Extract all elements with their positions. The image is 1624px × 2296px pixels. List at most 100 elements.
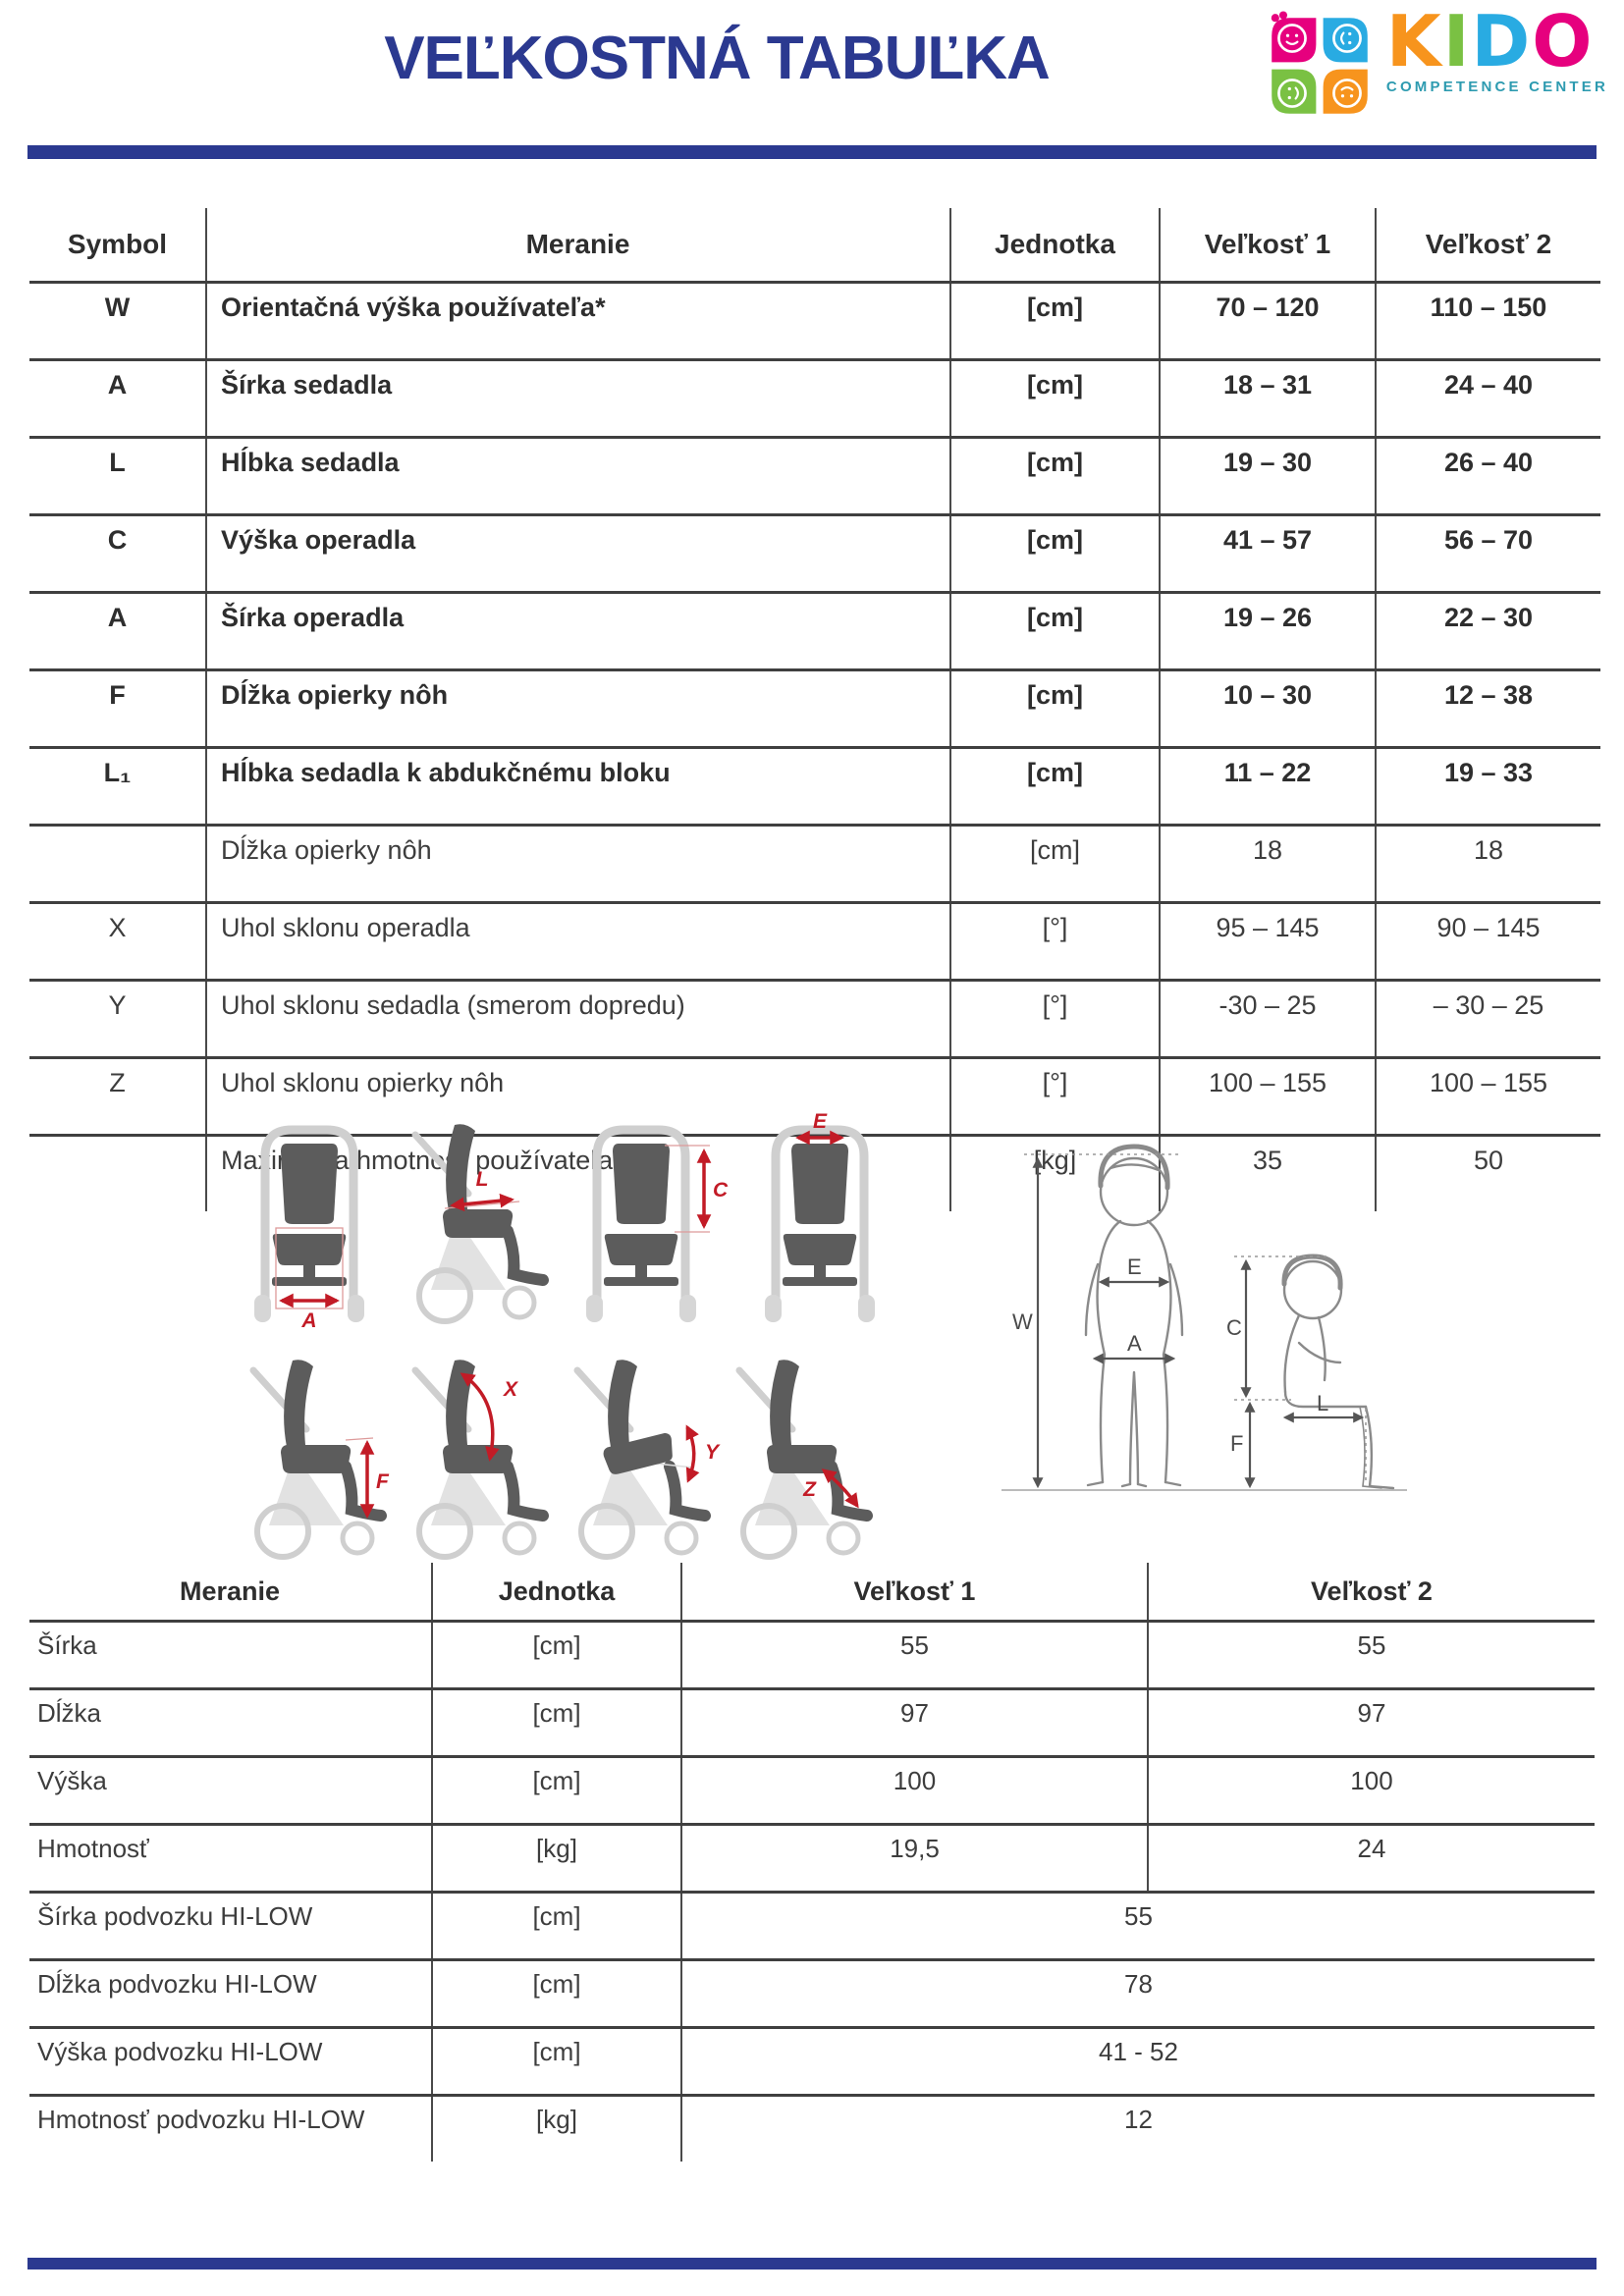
cell-meranie: Hmotnosť podvozku HI-LOW [29,2094,433,2162]
cell-v2: 18 [1376,824,1600,903]
cell-v2: 100 – 155 [1376,1056,1600,1136]
cell-v2: 24 [1148,1823,1595,1893]
dim-label-L: L [476,1168,489,1191]
cell-v1: 19 – 30 [1160,436,1377,515]
dim-label-W: W [1012,1309,1033,1334]
cell-jednotka: [cm] [432,1755,682,1825]
cell-jednotka: [cm] [432,2026,682,2096]
col-meranie: Meranie [206,208,951,283]
table-row: A Šírka operadla [cm] 19 – 26 22 – 30 [29,591,1600,670]
dim-label-X: X [503,1378,519,1401]
cell-symbol: L [29,436,207,515]
cell-symbol [29,1134,207,1211]
table-row: W Orientačná výška používateľa* [cm] 70 – 1… [29,281,1600,360]
cell-jednotka: [cm] [950,281,1161,360]
cell-v1: 11 – 22 [1160,746,1377,826]
backrest-width-diagram: E [765,1110,875,1322]
dim-label-Y: Y [705,1441,721,1464]
table-row: Y Uhol sklonu sedadla (smerom dopredu) [°]… [29,979,1600,1058]
cell-v2: 50 [1376,1134,1600,1211]
cell-meranie: Hĺbka sedadla k abdukčnému bloku [206,746,951,826]
cell-v1: 100 – 155 [1160,1056,1377,1136]
product-dimensions-table: Meranie Jednotka Veľkosť 1 Veľkosť 2 Šír… [29,1563,1595,2162]
footer-divider [27,2258,1597,2269]
table-row: Dĺžka podvozku HI-LOW [cm] 78 [29,1958,1595,2028]
cell-meranie: Dĺžka opierky nôh [206,824,951,903]
cell-meranie: Výška operadla [206,513,951,593]
seat-width-diagram: A [254,1130,364,1332]
seat-depth-diagram: L [415,1124,543,1321]
cell-v2: 12 – 38 [1376,668,1600,748]
standing-child-figure [1084,1144,1184,1488]
cell-v1: 19,5 [681,1823,1149,1893]
cell-meranie: Orientačná výška používateľa* [206,281,951,360]
table-row: Z Uhol sklonu opierky nôh [°] 100 – 155 100 … [29,1056,1600,1136]
dim-label-A: A [1127,1331,1142,1356]
cell-jednotka: [cm] [950,436,1161,515]
cell-jednotka: [°] [950,1056,1161,1136]
cell-v2: 56 – 70 [1376,513,1600,593]
col-velkost2: Veľkosť 2 [1425,229,1552,259]
cell-meranie: Výška [29,1755,433,1825]
logo-letter: K [1385,0,1443,82]
kido-logo-text: KIDO COMPETENCE CENTER [1385,6,1608,96]
table-row: Hmotnosť [kg] 19,5 24 [29,1823,1595,1893]
table-row: X Uhol sklonu operadla [°] 95 – 145 90 – 145 [29,901,1600,981]
cell-symbol: A [29,358,207,438]
logo-letter: D [1471,0,1533,82]
header-divider [27,145,1597,159]
cell-v1: 10 – 30 [1160,668,1377,748]
cell-meranie: Šírka [29,1620,433,1689]
cell-v2: 100 [1148,1755,1595,1825]
col-jednotka: Jednotka [950,208,1161,283]
cell-v2: 110 – 150 [1376,281,1600,360]
table-row: L₁ Hĺbka sedadla k abdukčnému bloku [cm] 11… [29,746,1600,826]
cell-jednotka: [cm] [950,513,1161,593]
chair-dimension-diagrams: A L C E F X [211,1110,898,1569]
table-row: A Šírka sedadla [cm] 18 – 31 24 – 40 [29,358,1600,438]
cell-v1: 97 [681,1687,1149,1757]
cell-v1: -30 – 25 [1160,979,1377,1058]
dim-label-C: C [1226,1315,1242,1340]
cell-v1: 19 – 26 [1160,591,1377,670]
col-velkost2: Veľkosť 2 [1311,1575,1433,1606]
cell-v2: – 30 – 25 [1376,979,1600,1058]
table-row: Šírka podvozku HI-LOW [cm] 55 [29,1891,1595,1960]
cell-meranie: Hĺbka sedadla [206,436,951,515]
cell-symbol: X [29,901,207,981]
cell-v2: 22 – 30 [1376,591,1600,670]
page-title: VEĽKOSTNÁ TABUĽKA [384,25,1051,92]
cell-v1: 55 [681,1620,1149,1689]
cell-jednotka: [°] [950,901,1161,981]
cell-jednotka: [cm] [950,746,1161,826]
table-row: Výška podvozku HI-LOW [cm] 41 - 52 [29,2026,1595,2096]
cell-v1: 100 [681,1755,1149,1825]
cell-v1: 35 [1160,1134,1377,1211]
cell-symbol: W [29,281,207,360]
col-meranie: Meranie [29,1563,433,1622]
logo-subtitle: COMPETENCE CENTER [1385,79,1608,96]
dim-label-A: A [300,1309,316,1332]
cell-v1: 95 – 145 [1160,901,1377,981]
cell-symbol: A [29,591,207,670]
col-jednotka: Jednotka [432,1563,682,1622]
cell-meranie: Hmotnosť [29,1823,433,1893]
table-row: Výška [cm] 100 100 [29,1755,1595,1825]
cell-v2: 90 – 145 [1376,901,1600,981]
kido-pinwheel-icon [1271,11,1368,114]
cell-symbol: Z [29,1056,207,1136]
dim-label-E: E [813,1110,828,1133]
cell-v2: 55 [1148,1620,1595,1689]
table-row: C Výška operadla [cm] 41 – 57 56 – 70 [29,513,1600,593]
cell-jednotka: [cm] [432,1958,682,2028]
cell-jednotka: [cm] [432,1891,682,1960]
cell-symbol [29,824,207,903]
cell-value-merged: 41 - 52 [681,2026,1595,2096]
cell-jednotka: [cm] [432,1620,682,1689]
table-row: F Dĺžka opierky nôh [cm] 10 – 30 12 – 38 [29,668,1600,748]
cell-v1: 41 – 57 [1160,513,1377,593]
cell-meranie: Dĺžka opierky nôh [206,668,951,748]
table-row: Dĺžka [cm] 97 97 [29,1687,1595,1757]
dim-label-Z: Z [802,1478,817,1501]
